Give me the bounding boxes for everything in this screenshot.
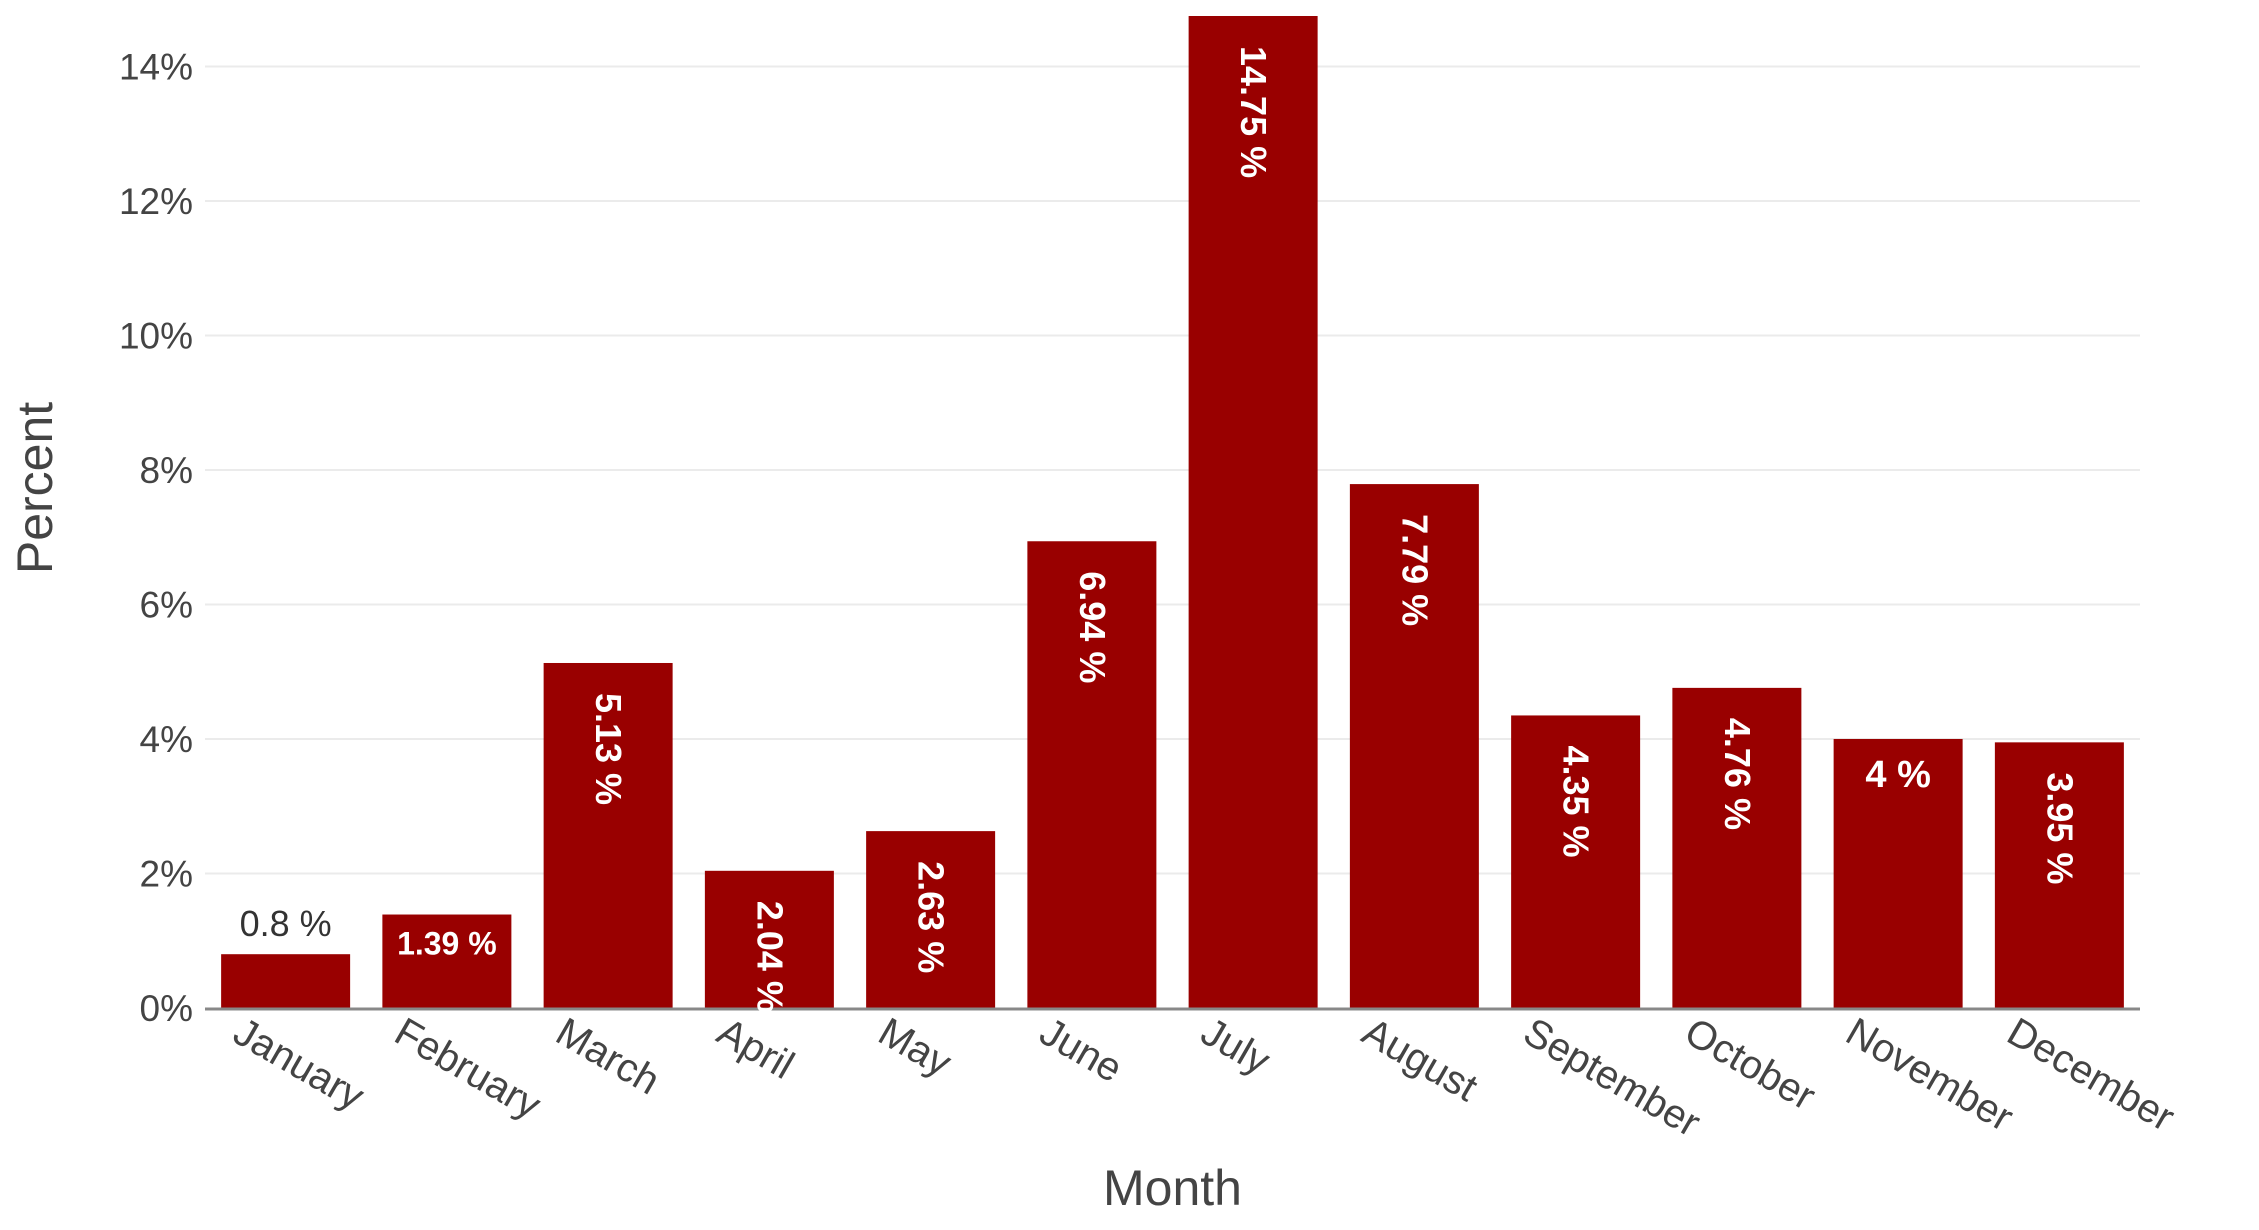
bar	[1349, 484, 1479, 1008]
data-label: 7.79 %	[1394, 514, 1435, 626]
bars	[221, 16, 2124, 1008]
bar	[866, 831, 996, 1008]
bar	[221, 954, 351, 1008]
bar	[543, 662, 673, 1008]
bar	[1027, 541, 1157, 1008]
bar	[1833, 738, 1963, 1008]
y-tick-label: 14%	[119, 46, 193, 87]
x-tick-label: March	[549, 1010, 667, 1104]
y-tick-labels: 0% 2% 4% 6% 8% 10% 12% 14%	[119, 46, 193, 1029]
x-tick-label: April	[710, 1010, 801, 1088]
x-tick-label: December	[2000, 1010, 2182, 1140]
y-tick-label: 12%	[119, 181, 193, 222]
data-label: 0.8 %	[240, 903, 332, 944]
y-axis-title: Percent	[7, 402, 63, 574]
data-label: 3.95 %	[2039, 772, 2080, 884]
data-label: 1.39 %	[397, 926, 497, 962]
bar	[1672, 687, 1802, 1008]
x-tick-label: August	[1355, 1010, 1485, 1110]
bar	[1511, 715, 1641, 1008]
data-label: 4.35 %	[1556, 745, 1597, 857]
data-label: 2.63 %	[911, 861, 952, 973]
x-tick-label: February	[387, 1010, 548, 1128]
x-tick-label: May	[871, 1010, 958, 1086]
x-tick-labels: January February March April May June July Augu…	[226, 1010, 2182, 1146]
data-label: 2.04 %	[749, 901, 790, 1013]
x-tick-label: June	[1032, 1010, 1129, 1091]
y-tick-label: 4%	[140, 719, 193, 760]
y-tick-label: 6%	[140, 584, 193, 625]
bar	[704, 870, 834, 1008]
y-tick-label: 10%	[119, 315, 193, 356]
data-label: 5.13 %	[588, 693, 629, 805]
y-tick-label: 2%	[140, 853, 193, 894]
x-tick-label: July	[1194, 1010, 1278, 1084]
x-tick-label: January	[226, 1010, 371, 1119]
x-axis-title: Month	[1103, 1160, 1242, 1216]
y-tick-label: 0%	[140, 988, 193, 1029]
data-label: 4 %	[1865, 754, 1930, 796]
x-tick-label: September	[1516, 1010, 1707, 1146]
y-tick-label: 8%	[140, 450, 193, 491]
bar	[1994, 742, 2124, 1008]
x-tick-label: November	[1839, 1010, 2021, 1140]
bar	[382, 914, 512, 1008]
data-label: 6.94 %	[1072, 571, 1113, 683]
bar	[1188, 16, 1318, 1008]
data-label: 4.76 %	[1717, 718, 1758, 830]
data-labels: 0.8 % 1.39 % 5.13 % 2.04 % 2.63 % 6.94 % 14.75…	[240, 46, 2081, 1013]
data-label: 14.75 %	[1233, 46, 1274, 178]
gridlines	[205, 65, 2140, 875]
